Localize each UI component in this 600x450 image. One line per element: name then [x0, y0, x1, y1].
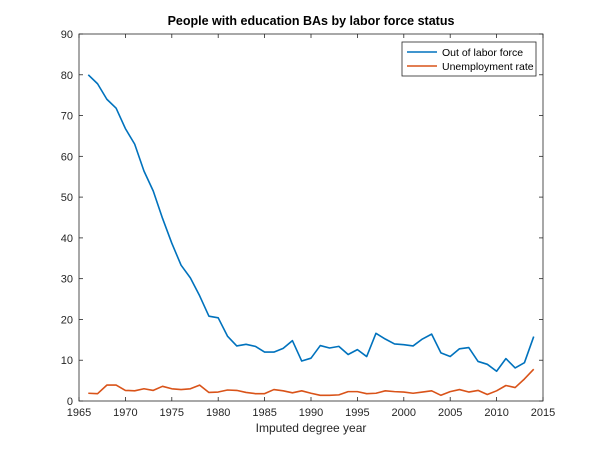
y-tick-label: 60	[61, 151, 73, 163]
plot-area	[79, 34, 543, 401]
y-tick-label: 80	[61, 70, 73, 82]
y-tick-label: 50	[61, 192, 73, 204]
x-tick-label: 1970	[113, 407, 137, 419]
y-tick-label: 70	[61, 111, 73, 123]
x-tick-label: 1965	[67, 407, 91, 419]
legend-box	[401, 41, 537, 77]
legend: Out of labor force Unemployment rate	[401, 41, 537, 77]
x-tick-label: 2010	[484, 407, 508, 419]
series-line-out-of-labor-force	[87, 74, 535, 373]
y-tick-label: 90	[61, 29, 73, 41]
x-axis-title: Imputed degree year	[256, 421, 367, 435]
chart-title: People with education BAs by labor force…	[168, 14, 455, 28]
y-tick-label: 0	[67, 396, 73, 408]
x-tick-label: 1975	[160, 407, 184, 419]
x-tick-label: 2000	[392, 407, 416, 419]
y-tick-label: 20	[61, 314, 73, 326]
x-tick-label: 1985	[252, 407, 276, 419]
x-tick-label: 2015	[531, 407, 555, 419]
x-tick-label: 1980	[206, 407, 230, 419]
x-tick-label: 2005	[438, 407, 462, 419]
legend-label-unemployment-rate: Unemployment rate	[442, 61, 534, 73]
x-tick-label: 1990	[299, 407, 323, 419]
series-layer	[87, 74, 535, 397]
axes-layer: 1965 1970 1975 1980 1985 1990 1995 2000 2005 2010…	[61, 29, 555, 419]
x-tick-label: 1995	[345, 407, 369, 419]
series-line-unemployment-rate	[88, 368, 535, 397]
y-tick-label: 10	[61, 355, 73, 367]
legend-label-out-of-labor-force: Out of labor force	[442, 47, 523, 59]
y-tick-label: 30	[61, 274, 73, 286]
y-tick-label: 40	[61, 233, 73, 245]
